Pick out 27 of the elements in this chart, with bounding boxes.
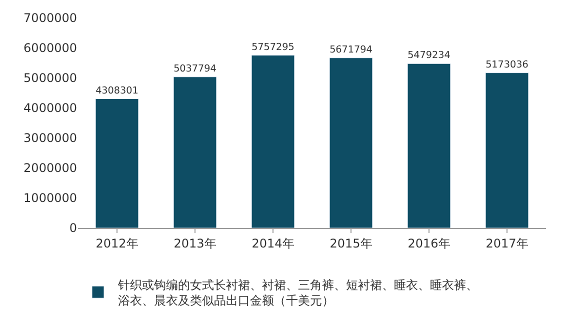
data-label: 5671794 bbox=[330, 44, 372, 56]
y-tick-label: 5000000 bbox=[24, 71, 77, 86]
x-tick-label: 2016年 bbox=[408, 236, 450, 250]
bar bbox=[251, 55, 295, 228]
data-label: 4308301 bbox=[96, 85, 138, 96]
y-tick-label: 7000000 bbox=[24, 11, 77, 26]
y-tick-label: 6000000 bbox=[24, 41, 77, 56]
x-tick-label: 2014年 bbox=[252, 236, 294, 250]
y-tick-label: 3000000 bbox=[24, 131, 77, 146]
y-tick-label: 1000000 bbox=[24, 191, 77, 206]
x-tick-label: 2017年 bbox=[486, 236, 528, 250]
legend-label: 针织或钩编的女式长衬裙、衬裙、三角裤、短衬裙、睡衣、睡衣裤、浴衣、晨衣及类似品出口金额（千美元） bbox=[117, 278, 478, 308]
y-tick-label: 0 bbox=[69, 221, 77, 236]
y-tick-label: 2000000 bbox=[24, 161, 77, 176]
bar bbox=[329, 58, 373, 228]
data-label: 5037794 bbox=[174, 63, 216, 74]
x-tick-label: 2012年 bbox=[96, 236, 138, 250]
bar bbox=[407, 63, 451, 228]
x-tick-label: 2015年 bbox=[330, 236, 372, 250]
x-tick-label: 2013年 bbox=[174, 236, 216, 250]
bar bbox=[173, 76, 217, 228]
data-label: 5757295 bbox=[252, 42, 294, 53]
data-label: 5479234 bbox=[408, 50, 450, 62]
data-label: 5173036 bbox=[486, 59, 528, 70]
bar bbox=[485, 72, 529, 228]
bar bbox=[95, 98, 139, 228]
y-tick-label: 4000000 bbox=[24, 101, 77, 116]
